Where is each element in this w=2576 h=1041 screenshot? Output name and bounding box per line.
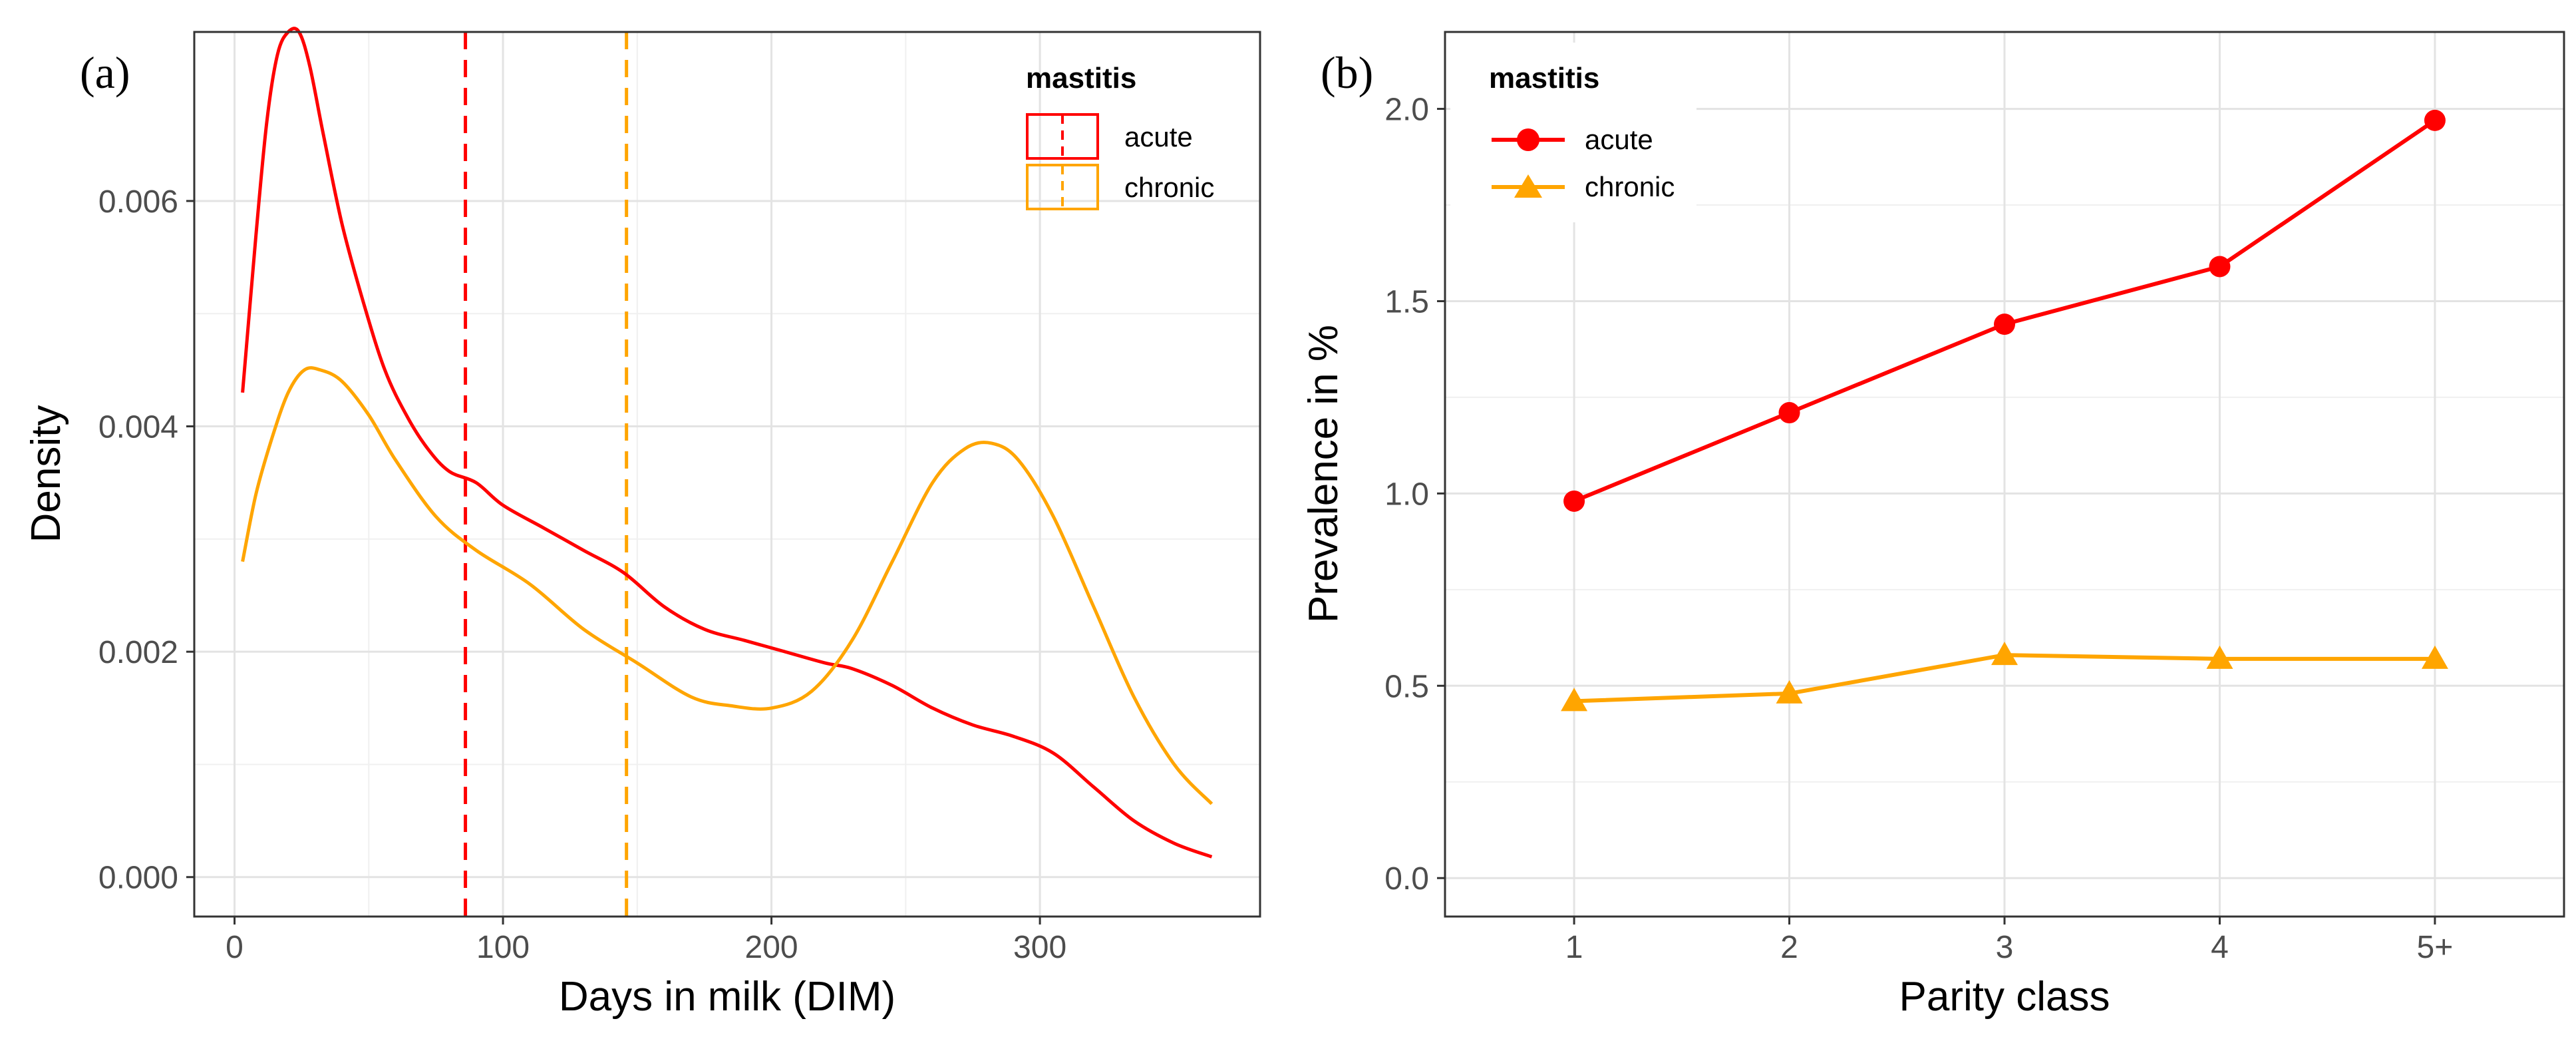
- panel-a-legend-title: mastitis: [1026, 62, 1136, 95]
- panel-b-series: [1561, 109, 2448, 712]
- panel-b-label: (b): [1321, 47, 1373, 98]
- panel-a-plot-background: [194, 32, 1260, 917]
- point-chronic: [1776, 680, 1803, 704]
- tick-a-x-label: 300: [1013, 930, 1066, 965]
- density-curve-acute: [241, 27, 1213, 859]
- panel-b-tick-labels: 1 2 3 4 5+ 0.0 0.5 1.0 1.5 2.0: [1384, 93, 2453, 965]
- panel-a-tick-labels: 0 100 200 300 0.000 0.002 0.004 0.006: [98, 184, 1066, 965]
- legend-b-chronic-label: chronic: [1585, 171, 1675, 202]
- panel-a-x-axis-title: Days in milk (DIM): [559, 974, 895, 1020]
- tick-b-y-label: 0.0: [1384, 861, 1429, 897]
- point-chronic: [2421, 645, 2448, 669]
- point-acute: [1994, 313, 2015, 335]
- panel-b-prevalence-chart: (b) 1 2 3 4 5+ 0.0 0.5 1.0 1.5 2.0 Parity class P…: [1301, 31, 2565, 1020]
- legend-a-acute-label: acute: [1124, 121, 1193, 152]
- tick-b-x-label: 4: [2211, 930, 2229, 965]
- point-acute: [1563, 490, 1585, 512]
- tick-b-y-label: 1.0: [1384, 477, 1429, 512]
- panel-a-density-chart: (a) 0 100 200 300 0.000 0.002 0.004 0.006 Days …: [23, 27, 1261, 1020]
- legend-b-acute-marker: [1517, 128, 1539, 151]
- point-acute: [2209, 256, 2231, 278]
- tick-b-x-label: 5+: [2417, 930, 2454, 965]
- panel-b-legend: mastitis acute chronic: [1450, 43, 1696, 222]
- tick-a-x-label: 0: [226, 930, 243, 965]
- tick-b-y-label: 2.0: [1384, 93, 1429, 128]
- tick-b-x-label: 1: [1565, 930, 1583, 965]
- panel-a-plot-border: [193, 31, 1261, 918]
- panel-b-y-axis-title: Prevalence in %: [1301, 325, 1347, 623]
- panel-a-label: (a): [80, 47, 130, 98]
- panel-a-median-lines: [464, 32, 629, 917]
- tick-a-y-label: 0.002: [98, 635, 178, 670]
- point-acute: [2424, 109, 2446, 131]
- point-chronic: [2206, 645, 2233, 669]
- density-curve-chronic: [241, 366, 1213, 805]
- point-acute: [1778, 402, 1800, 424]
- panel-b-plot-border: [1444, 31, 2565, 918]
- tick-a-x-label: 200: [745, 930, 798, 965]
- panel-a-legend: mastitis acute chronic: [1026, 62, 1214, 210]
- panel-b-legend-background: [1450, 43, 1696, 222]
- tick-b-x-label: 3: [1996, 930, 2014, 965]
- tick-b-y-label: 0.5: [1384, 669, 1429, 704]
- tick-a-y-label: 0.000: [98, 861, 178, 896]
- legend-b-acute-label: acute: [1585, 124, 1653, 155]
- panel-a-gridlines: [194, 32, 1260, 917]
- legend-b-chronic-marker: [1514, 174, 1542, 198]
- point-chronic: [1991, 642, 2018, 666]
- panel-a-series: [241, 27, 1213, 859]
- panel-a-y-axis-title: Density: [23, 405, 69, 543]
- panel-b-x-axis-title: Parity class: [1899, 974, 2110, 1020]
- tick-b-y-label: 1.5: [1384, 284, 1429, 319]
- panel-b-legend-title: mastitis: [1489, 62, 1599, 95]
- tick-a-y-label: 0.004: [98, 410, 178, 445]
- panel-b-gridlines: [1445, 32, 2564, 917]
- tick-a-x-label: 100: [476, 930, 530, 965]
- legend-a-chronic-label: chronic: [1124, 172, 1214, 203]
- point-chronic: [1561, 688, 1588, 712]
- tick-b-x-label: 2: [1780, 930, 1798, 965]
- tick-a-y-label: 0.006: [98, 184, 178, 220]
